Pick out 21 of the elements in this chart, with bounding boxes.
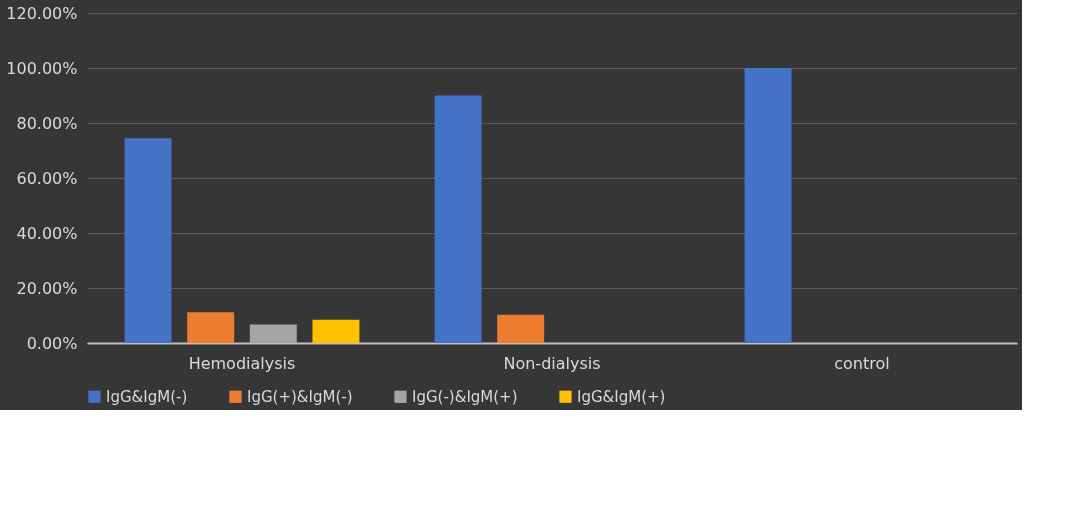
legend-label: IgG&IgM(+) bbox=[577, 387, 666, 406]
y-tick-label: 0.00% bbox=[26, 333, 78, 353]
bar bbox=[124, 138, 172, 343]
bar bbox=[497, 314, 545, 343]
bar bbox=[187, 312, 235, 343]
y-tick-label: 60.00% bbox=[16, 168, 78, 188]
legend-label: IgG&IgM(-) bbox=[106, 387, 188, 406]
y-tick-label: 100.00% bbox=[6, 58, 78, 78]
legend-label: IgG(+)&IgM(-) bbox=[247, 387, 353, 406]
x-tick-label: control bbox=[834, 353, 890, 373]
x-tick-label: Non-dialysis bbox=[503, 353, 601, 373]
y-tick-label: 20.00% bbox=[16, 278, 78, 298]
x-tick-label: Hemodialysis bbox=[188, 353, 296, 373]
bar bbox=[744, 68, 792, 343]
y-tick-label: 40.00% bbox=[16, 223, 78, 243]
bar bbox=[249, 324, 297, 343]
legend-label: IgG(-)&IgM(+) bbox=[412, 387, 518, 406]
bar bbox=[312, 319, 360, 343]
y-tick-label: 120.00% bbox=[6, 3, 78, 23]
y-tick-label: 80.00% bbox=[16, 113, 78, 133]
bar bbox=[434, 95, 482, 343]
